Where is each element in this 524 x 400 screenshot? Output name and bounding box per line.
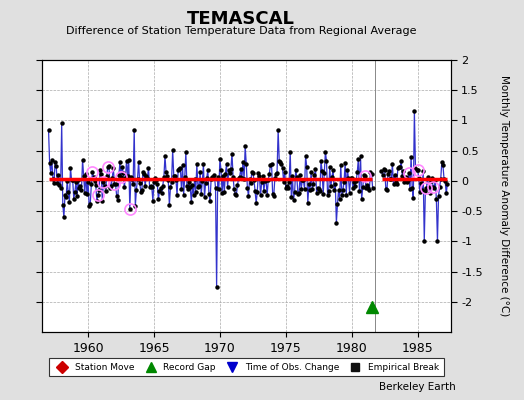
Text: TEMASCAL: TEMASCAL	[187, 10, 295, 28]
Y-axis label: Monthly Temperature Anomaly Difference (°C): Monthly Temperature Anomaly Difference (…	[499, 75, 509, 317]
Legend: Station Move, Record Gap, Time of Obs. Change, Empirical Break: Station Move, Record Gap, Time of Obs. C…	[49, 358, 444, 376]
Text: Berkeley Earth: Berkeley Earth	[379, 382, 456, 392]
Text: Difference of Station Temperature Data from Regional Average: Difference of Station Temperature Data f…	[66, 26, 416, 36]
